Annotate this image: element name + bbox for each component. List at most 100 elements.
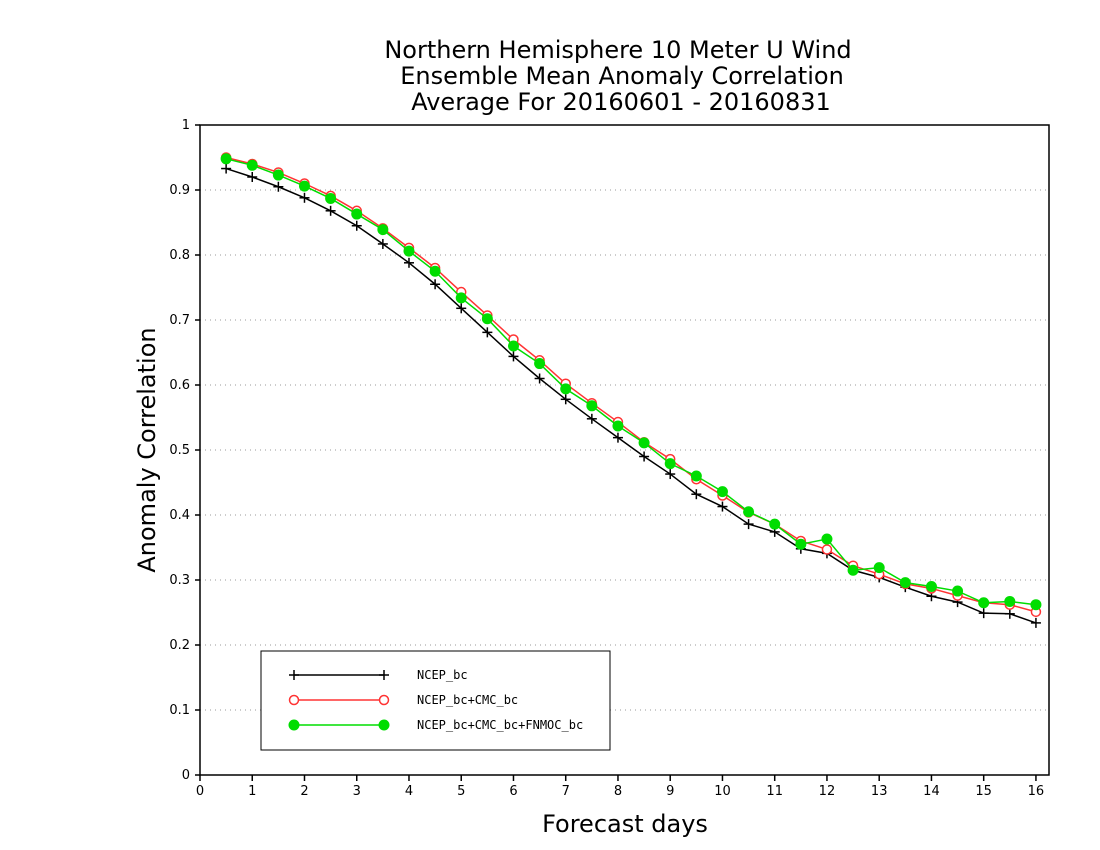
series-layer [220, 152, 1042, 628]
data-point [769, 518, 781, 530]
series-line [225, 167, 1037, 624]
data-point [403, 257, 414, 268]
y-tick-label: 0.2 [169, 638, 190, 653]
x-tick-label: 4 [405, 784, 413, 799]
data-point [534, 358, 546, 370]
data-point [1030, 617, 1041, 628]
title-line-3: Average For 20160601 - 20160831 [411, 88, 831, 116]
x-tick-label: 9 [666, 784, 674, 799]
x-tick-label: 3 [353, 784, 361, 799]
y-tick-label: 0.9 [169, 183, 190, 198]
y-tick-label: 0.7 [169, 313, 190, 328]
legend: NCEP_bc NCEP_bc+CMC_bc NCEP_bc+CMC_bc+FNMO… [260, 650, 611, 751]
data-point [847, 564, 859, 576]
legend-items: NCEP_bc NCEP_bc+CMC_bc NCEP_bc+CMC_bc+FNMO… [288, 668, 583, 732]
data-point [429, 265, 441, 277]
data-point [508, 351, 519, 362]
x-tick-label: 16 [1028, 784, 1045, 799]
data-point [298, 180, 310, 192]
data-point [691, 489, 702, 500]
data-point [246, 159, 258, 171]
x-axis-label: Forecast days [542, 810, 708, 838]
data-point [612, 420, 624, 432]
data-point [325, 205, 336, 216]
x-tick-label: 14 [923, 784, 940, 799]
y-tick-label: 0.3 [169, 573, 190, 588]
data-point [481, 313, 493, 325]
x-tick-label: 10 [714, 784, 731, 799]
y-tick-label: 0.1 [169, 703, 190, 718]
data-point [1004, 608, 1015, 619]
data-point [743, 519, 754, 530]
data-point [220, 153, 232, 165]
data-point [638, 437, 650, 449]
data-point [299, 192, 310, 203]
series-line [225, 156, 1037, 613]
title-line-2: Ensemble Mean Anomaly Correlation [400, 62, 844, 90]
y-tick-label: 0 [182, 768, 190, 783]
data-point [717, 501, 728, 512]
y-tick-label: 0.4 [169, 508, 190, 523]
data-point [534, 373, 545, 384]
data-point [560, 383, 572, 395]
y-axis-label: Anomaly Correlation [133, 327, 161, 572]
data-point [272, 169, 284, 181]
legend-label: NCEP_bc+CMC_bc [417, 693, 518, 707]
data-point [821, 533, 833, 545]
data-point [560, 394, 571, 405]
data-point [377, 238, 388, 249]
y-tick-label: 0.6 [169, 378, 190, 393]
data-point [482, 327, 493, 338]
data-point [664, 458, 676, 470]
y-tick-label: 0.8 [169, 248, 190, 263]
x-tick-label: 7 [562, 784, 570, 799]
series-3 [220, 153, 1042, 611]
y-tick-label: 0.5 [169, 443, 190, 458]
x-tick-label: 8 [614, 784, 622, 799]
data-point [403, 245, 415, 257]
data-point [639, 451, 650, 462]
data-point [1004, 595, 1016, 607]
series-1 [221, 163, 1041, 628]
legend-marker [378, 719, 390, 731]
legend-marker [378, 694, 390, 706]
legend-marker [288, 719, 300, 731]
data-point [247, 172, 258, 182]
y-tick-label: 1 [182, 118, 190, 133]
data-point [716, 486, 728, 498]
legend-marker [379, 670, 389, 680]
data-point [507, 340, 519, 352]
x-tick-label: 6 [509, 784, 517, 799]
legend-item-3: NCEP_bc+CMC_bc+FNMOC_bc [288, 718, 583, 732]
data-point [821, 544, 833, 555]
legend-item-1: NCEP_bc [289, 668, 468, 682]
y-axis-ticks: 0 0.1 0.2 0.3 0.4 0.5 0.6 0.7 0.8 0.9 1 [169, 118, 200, 783]
data-point [612, 432, 623, 443]
data-point [690, 470, 702, 482]
data-point [1030, 599, 1042, 611]
data-point [925, 581, 937, 592]
x-tick-label: 13 [871, 784, 888, 799]
data-point [795, 538, 807, 550]
data-point [456, 303, 467, 314]
x-tick-label: 12 [819, 784, 836, 799]
data-point [952, 585, 964, 597]
data-point [665, 469, 676, 480]
data-point [873, 562, 885, 574]
title-line-1: Northern Hemisphere 10 Meter U Wind [384, 36, 851, 64]
x-axis-ticks: 0 1 2 3 4 5 6 7 8 9 10 11 12 13 14 15 16 [196, 775, 1044, 799]
data-point [743, 506, 755, 518]
x-tick-label: 1 [248, 784, 256, 799]
x-tick-label: 11 [766, 784, 783, 799]
grid-lines [200, 189, 1049, 711]
series-2 [220, 152, 1042, 618]
legend-label: NCEP_bc [417, 668, 468, 682]
data-point [455, 292, 467, 304]
data-point [377, 224, 389, 236]
data-point [325, 192, 337, 204]
legend-item-2: NCEP_bc+CMC_bc [288, 693, 518, 707]
data-point [221, 163, 232, 174]
data-point [899, 577, 911, 589]
series-line [225, 158, 1037, 606]
data-point [586, 400, 598, 412]
